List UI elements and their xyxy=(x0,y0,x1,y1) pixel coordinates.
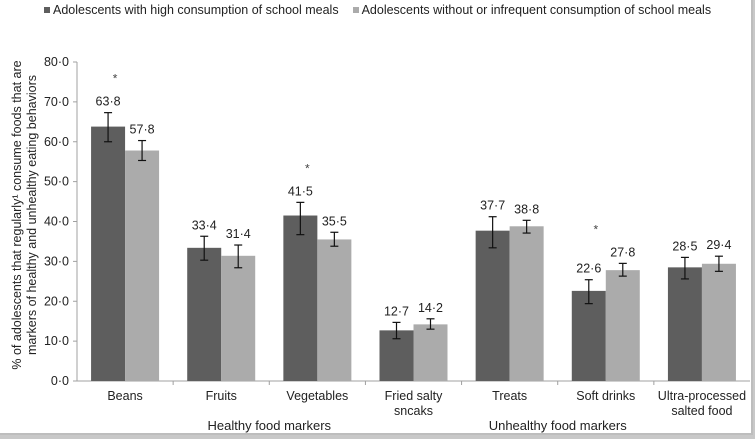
x-tick-label: sncaks xyxy=(394,404,433,418)
legend-label-low: Adolescents without or infrequent consum… xyxy=(361,3,712,17)
x-tick-label: salted food xyxy=(671,404,732,418)
group-label: Unhealthy food markers xyxy=(489,418,628,433)
x-tick-label: Soft drinks xyxy=(576,389,635,403)
data-label: 57·8 xyxy=(130,123,155,137)
data-label: 37·7 xyxy=(480,199,505,213)
bar-low xyxy=(317,239,352,381)
data-label: 28·5 xyxy=(672,239,697,253)
legend: Adolescents with high consumption of sch… xyxy=(44,3,711,17)
y-tick-label: 20·0 xyxy=(44,294,69,308)
bar-high xyxy=(187,247,222,381)
bar-low xyxy=(509,226,544,381)
y-tick-label: 50·0 xyxy=(44,175,69,189)
bar-low xyxy=(413,324,448,381)
significance-marker: * xyxy=(305,161,310,175)
data-label: 31·4 xyxy=(226,227,251,241)
x-tick-label: Beans xyxy=(107,389,142,403)
x-tick-label: Fruits xyxy=(206,389,237,403)
significance-marker: * xyxy=(113,72,118,86)
bar-low xyxy=(125,150,160,381)
y-tick-label: 70·0 xyxy=(44,95,69,109)
bar-low xyxy=(605,270,640,381)
data-label: 33·4 xyxy=(192,218,217,232)
bar-high xyxy=(571,290,606,381)
bar-low xyxy=(221,255,256,381)
bar-high xyxy=(283,215,318,381)
y-tick-label: 10·0 xyxy=(44,334,69,348)
bar-low xyxy=(701,263,736,381)
y-tick-label: 30·0 xyxy=(44,254,69,268)
bar-high xyxy=(91,126,126,381)
x-tick-label: Ultra-processed xyxy=(658,389,746,403)
data-label: 35·5 xyxy=(322,214,347,228)
legend-label-high: Adolescents with high consumption of sch… xyxy=(53,3,339,17)
x-tick-label: Treats xyxy=(492,389,527,403)
y-tick-label: 80·0 xyxy=(44,55,69,69)
data-label: 38·8 xyxy=(514,202,539,216)
legend-swatch-high xyxy=(44,7,50,13)
data-label: 27·8 xyxy=(610,245,635,259)
data-label: 14·2 xyxy=(418,301,443,315)
bar-high xyxy=(667,267,702,381)
legend-item-low: Adolescents without or infrequent consum… xyxy=(352,3,712,17)
data-label: 63·8 xyxy=(96,95,121,109)
y-tick-label: 60·0 xyxy=(44,135,69,149)
group-label: Healthy food markers xyxy=(208,418,332,433)
significance-marker: * xyxy=(593,222,598,236)
data-label: 29·4 xyxy=(706,238,731,252)
data-label: 12·7 xyxy=(384,304,409,318)
legend-item-high: Adolescents with high consumption of sch… xyxy=(44,3,339,17)
y-tick-label: 40·0 xyxy=(44,215,69,229)
legend-swatch-low xyxy=(352,7,359,13)
data-label: 41·5 xyxy=(288,184,313,198)
bar-high xyxy=(475,230,510,381)
x-tick-label: Vegetables xyxy=(286,389,348,403)
y-tick-label: 0·0 xyxy=(51,374,69,388)
data-label: 22·6 xyxy=(576,262,601,276)
x-tick-label: Fried salty xyxy=(385,389,443,403)
